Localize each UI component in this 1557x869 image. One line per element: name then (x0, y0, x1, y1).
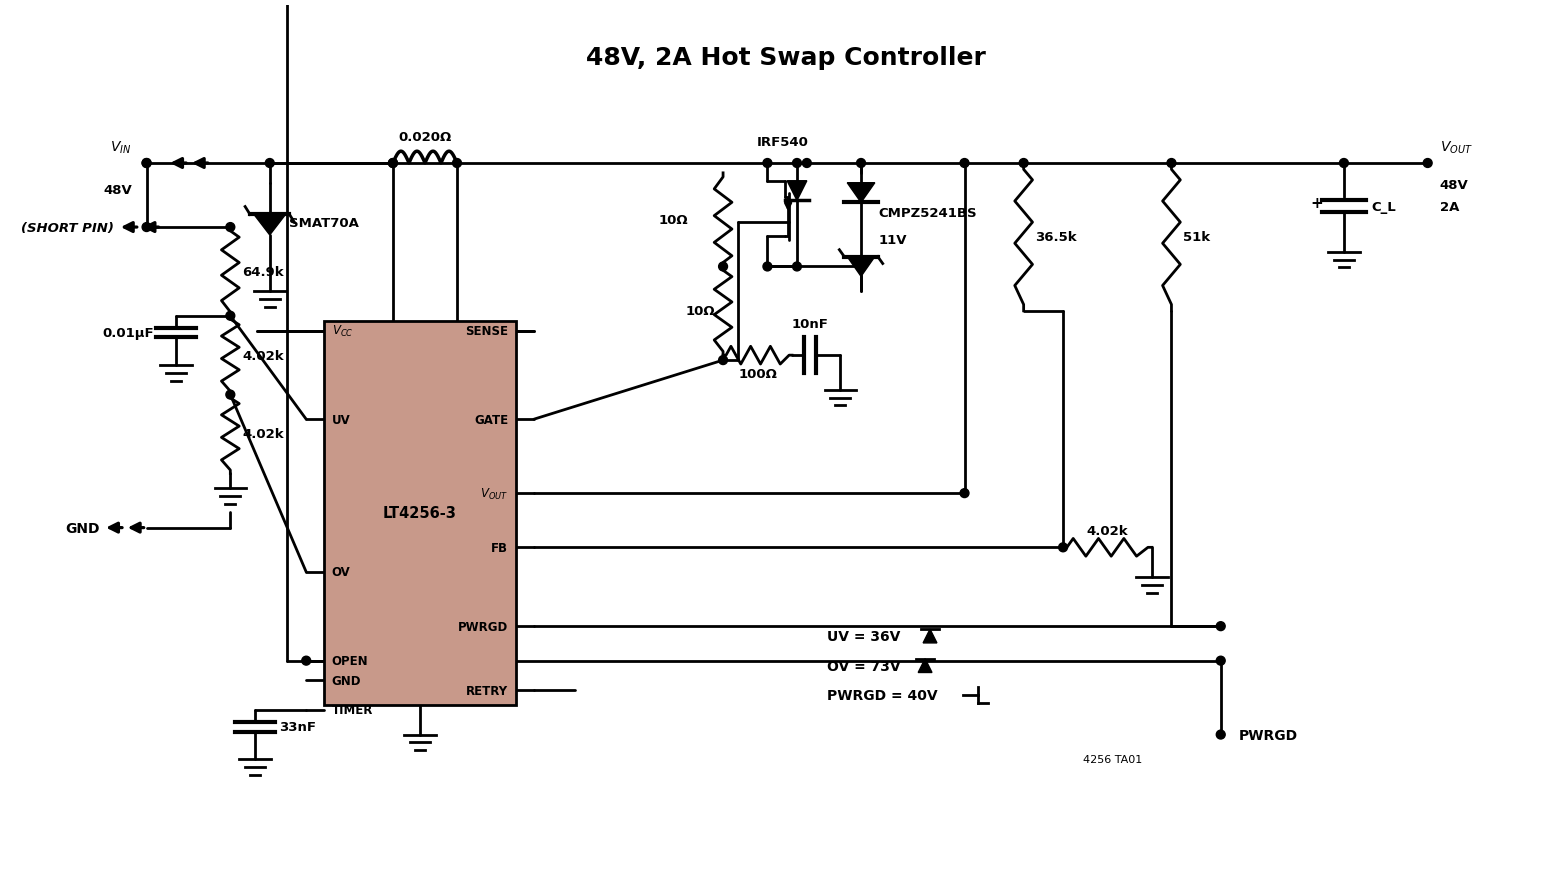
Text: GND: GND (65, 521, 100, 535)
Text: C_L: C_L (1372, 201, 1397, 214)
Text: 10Ω: 10Ω (659, 214, 688, 227)
Circle shape (142, 159, 151, 169)
Text: UV = 36V: UV = 36V (827, 629, 900, 643)
Text: GATE: GATE (475, 414, 508, 426)
Text: 100Ω: 100Ω (738, 368, 777, 381)
Text: 0.020Ω: 0.020Ω (399, 131, 452, 144)
Bar (324, 322, 515, 705)
Circle shape (793, 159, 802, 169)
Circle shape (302, 656, 311, 666)
Text: FB: FB (492, 541, 508, 554)
Circle shape (856, 159, 866, 169)
Circle shape (793, 262, 802, 272)
Circle shape (265, 159, 274, 169)
Polygon shape (788, 182, 807, 202)
Text: 64.9k: 64.9k (243, 266, 283, 279)
Circle shape (453, 159, 461, 169)
Text: $V_{OUT}$: $V_{OUT}$ (1440, 140, 1473, 156)
Text: 10nF: 10nF (791, 317, 828, 330)
Text: LT4256-3: LT4256-3 (383, 506, 456, 521)
Text: PWRGD: PWRGD (458, 620, 508, 633)
Polygon shape (923, 629, 937, 643)
Text: OV = 73V: OV = 73V (827, 659, 900, 673)
Text: 10Ω: 10Ω (685, 305, 715, 318)
Polygon shape (919, 659, 933, 673)
Text: 0.01μF: 0.01μF (103, 327, 154, 340)
Circle shape (763, 262, 772, 272)
Circle shape (856, 262, 866, 272)
Circle shape (226, 391, 235, 400)
Text: GND: GND (332, 674, 361, 687)
Circle shape (1020, 159, 1028, 169)
Circle shape (1168, 159, 1176, 169)
Text: OPEN: OPEN (332, 654, 369, 667)
Circle shape (719, 356, 727, 365)
Circle shape (1216, 730, 1225, 740)
Circle shape (763, 159, 772, 169)
Circle shape (1216, 622, 1225, 631)
Circle shape (802, 159, 811, 169)
Text: 4.02k: 4.02k (1087, 525, 1129, 538)
Text: PWRGD: PWRGD (1238, 727, 1297, 742)
Circle shape (1339, 159, 1348, 169)
Circle shape (226, 223, 235, 232)
Text: 4.02k: 4.02k (243, 428, 283, 441)
Circle shape (142, 223, 151, 232)
Circle shape (719, 262, 727, 272)
Text: $V_{CC}$: $V_{CC}$ (332, 323, 353, 339)
Text: 11V: 11V (878, 234, 908, 247)
Circle shape (389, 159, 397, 169)
Text: $V_{IN}$: $V_{IN}$ (111, 140, 132, 156)
Circle shape (389, 159, 397, 169)
Circle shape (1423, 159, 1432, 169)
Text: UV: UV (332, 414, 350, 426)
Polygon shape (847, 183, 875, 203)
Text: 2A: 2A (1440, 202, 1459, 214)
Circle shape (961, 159, 968, 169)
Text: +: + (1309, 196, 1323, 210)
Text: RETRY: RETRY (466, 684, 508, 697)
Text: 51k: 51k (1183, 231, 1210, 244)
Text: 33nF: 33nF (279, 720, 316, 733)
Text: CMPZ5241BS: CMPZ5241BS (878, 207, 978, 220)
Text: 36.5k: 36.5k (1035, 231, 1077, 244)
Circle shape (961, 489, 968, 498)
Circle shape (1216, 656, 1225, 666)
Text: OV: OV (332, 566, 350, 579)
Text: 48V: 48V (103, 183, 132, 196)
Text: 48V, 2A Hot Swap Controller: 48V, 2A Hot Swap Controller (585, 46, 986, 70)
Circle shape (226, 312, 235, 321)
Text: $V_{OUT}$: $V_{OUT}$ (480, 486, 508, 501)
Text: SMAT70A: SMAT70A (290, 216, 360, 229)
Text: SENSE: SENSE (466, 325, 508, 338)
Text: PWRGD = 40V: PWRGD = 40V (827, 688, 937, 702)
Text: (SHORT PIN): (SHORT PIN) (22, 222, 114, 235)
Polygon shape (254, 216, 285, 235)
Text: 48V: 48V (1440, 178, 1468, 191)
Circle shape (1059, 543, 1068, 552)
Circle shape (142, 159, 151, 169)
Text: TIMER: TIMER (332, 704, 374, 717)
Text: IRF540: IRF540 (757, 136, 808, 149)
Text: 4.02k: 4.02k (243, 349, 283, 362)
Text: 4256 TA01: 4256 TA01 (1082, 754, 1141, 765)
Polygon shape (847, 257, 875, 277)
